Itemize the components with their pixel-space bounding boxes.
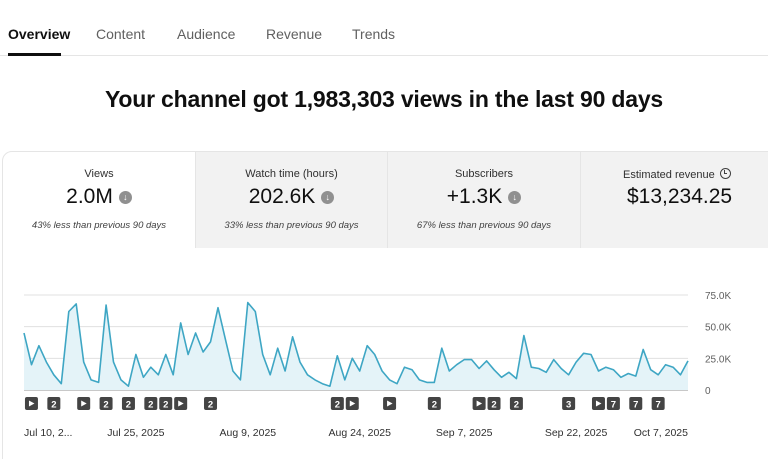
- analytics-card: Views 2.0M ↓ 43% less than previous 90 da…: [2, 151, 768, 459]
- marker-count: 2: [126, 400, 131, 411]
- upload-count-marker[interactable]: 2: [330, 397, 344, 411]
- metric-comparison: 33% less than previous 90 days: [224, 220, 359, 231]
- x-tick-label: Jul 25, 2025: [107, 427, 164, 439]
- upload-count-marker[interactable]: 7: [629, 397, 643, 411]
- tab-content[interactable]: Content: [96, 26, 146, 42]
- marker-count: 2: [163, 400, 168, 411]
- marker-box: [159, 397, 173, 410]
- play-icon: [81, 400, 87, 407]
- tab-revenue[interactable]: Revenue: [266, 26, 323, 42]
- marker-box: [562, 397, 576, 410]
- metric-label: Estimated revenue: [581, 168, 768, 181]
- marker-count: 2: [514, 400, 519, 411]
- upload-count-marker[interactable]: 7: [606, 397, 620, 411]
- marker-count: 2: [148, 400, 153, 411]
- tab-audience[interactable]: Audience: [177, 26, 236, 42]
- clock-icon: [719, 168, 731, 179]
- marker-box: [47, 397, 61, 410]
- tab-bar: Overview Content Audience Revenue Trends: [0, 0, 768, 56]
- metric-tabs: Views 2.0M ↓ 43% less than previous 90 da…: [3, 152, 768, 248]
- page-headline: Your channel got 1,983,303 views in the …: [104, 86, 664, 112]
- y-tick-label: 75.0K: [705, 291, 731, 302]
- marker-count: 2: [491, 400, 496, 411]
- tab-overview[interactable]: Overview: [8, 26, 71, 42]
- metric-watch-time[interactable]: Watch time (hours) 202.6K ↓ 33% less than…: [195, 152, 387, 248]
- upload-count-marker[interactable]: 2: [509, 397, 523, 411]
- upload-count-marker[interactable]: 2: [47, 397, 61, 411]
- upload-count-marker[interactable]: 2: [144, 397, 158, 411]
- marker-box: [651, 397, 665, 410]
- upload-count-marker[interactable]: 2: [121, 397, 135, 411]
- metric-label: Views: [84, 168, 114, 180]
- x-tick-label: Oct 7, 2025: [634, 427, 688, 439]
- video-upload-marker[interactable]: [472, 397, 486, 410]
- down-arrow-icon: ↓: [118, 191, 132, 204]
- upload-count-marker[interactable]: 7: [651, 397, 665, 411]
- tab-trends[interactable]: Trends: [352, 26, 396, 42]
- x-tick-label: Sep 7, 2025: [436, 427, 493, 439]
- y-tick-label: 50.0K: [705, 323, 731, 334]
- upload-count-marker[interactable]: 2: [99, 397, 113, 411]
- down-arrow-icon: ↓: [321, 191, 335, 204]
- video-upload-marker[interactable]: [24, 397, 38, 410]
- marker-box: [509, 397, 523, 410]
- metric-value: 202.6K ↓: [196, 185, 387, 209]
- views-area: [24, 302, 688, 390]
- active-tab-indicator: [8, 53, 61, 56]
- x-tick-label: Aug 24, 2025: [328, 427, 391, 439]
- play-icon: [476, 400, 483, 407]
- marker-count: 2: [432, 400, 437, 411]
- metric-comparison: 43% less than previous 90 days: [31, 220, 167, 231]
- marker-box: [330, 397, 344, 410]
- marker-box: [606, 397, 620, 410]
- marker-box: [99, 397, 113, 410]
- down-arrow-icon: ↓: [508, 191, 522, 204]
- marker-box: [121, 397, 135, 410]
- play-icon: [387, 400, 393, 407]
- x-tick-label: Aug 9, 2025: [219, 427, 276, 439]
- video-upload-marker[interactable]: [345, 397, 359, 410]
- upload-count-marker[interactable]: 2: [204, 397, 218, 411]
- views-line: [23, 301, 689, 388]
- metric-subscribers[interactable]: Subscribers +1.3K ↓ 67% less than previou…: [387, 152, 580, 248]
- metric-value: 2.0M ↓: [3, 185, 195, 209]
- upload-count-marker[interactable]: 2: [427, 397, 441, 411]
- marker-count: 7: [633, 400, 638, 411]
- marker-count: 7: [656, 400, 661, 411]
- video-upload-marker[interactable]: [591, 397, 605, 410]
- play-icon: [595, 400, 602, 407]
- video-upload-marker[interactable]: [174, 397, 188, 410]
- play-icon: [28, 400, 35, 407]
- play-icon: [349, 400, 356, 407]
- marker-count: 2: [208, 400, 213, 411]
- upload-count-marker[interactable]: 2: [487, 397, 501, 411]
- marker-box: [487, 397, 501, 410]
- metric-value: $13,234.25: [627, 185, 733, 208]
- marker-count: 7: [611, 400, 616, 411]
- marker-count: 2: [103, 400, 108, 411]
- play-icon: [178, 400, 184, 407]
- y-tick-label: 0: [705, 386, 711, 397]
- marker-box: [144, 397, 158, 410]
- metric-estimated-revenue[interactable]: Estimated revenue $13,234.25: [580, 152, 768, 248]
- metric-comparison: 67% less than previous 90 days: [416, 220, 552, 231]
- x-tick-label: Sep 22, 2025: [545, 427, 608, 439]
- upload-count-marker[interactable]: 3: [562, 397, 576, 411]
- metric-value: +1.3K ↓: [388, 185, 580, 209]
- x-tick-label: Jul 10, 2...: [24, 427, 72, 439]
- marker-box: [204, 397, 218, 410]
- upload-count-marker[interactable]: 2: [159, 397, 173, 411]
- marker-box: [427, 397, 441, 410]
- marker-count: 2: [335, 400, 340, 411]
- marker-count: 3: [566, 400, 571, 411]
- metric-views[interactable]: Views 2.0M ↓ 43% less than previous 90 da…: [3, 152, 195, 248]
- marker-count: 2: [51, 400, 56, 411]
- y-tick-label: 25.0K: [705, 354, 731, 365]
- marker-box: [629, 397, 643, 410]
- video-upload-marker[interactable]: [383, 397, 397, 410]
- metric-label: Watch time (hours): [245, 168, 338, 180]
- video-upload-marker[interactable]: [77, 397, 91, 410]
- metric-label: Subscribers: [454, 168, 514, 180]
